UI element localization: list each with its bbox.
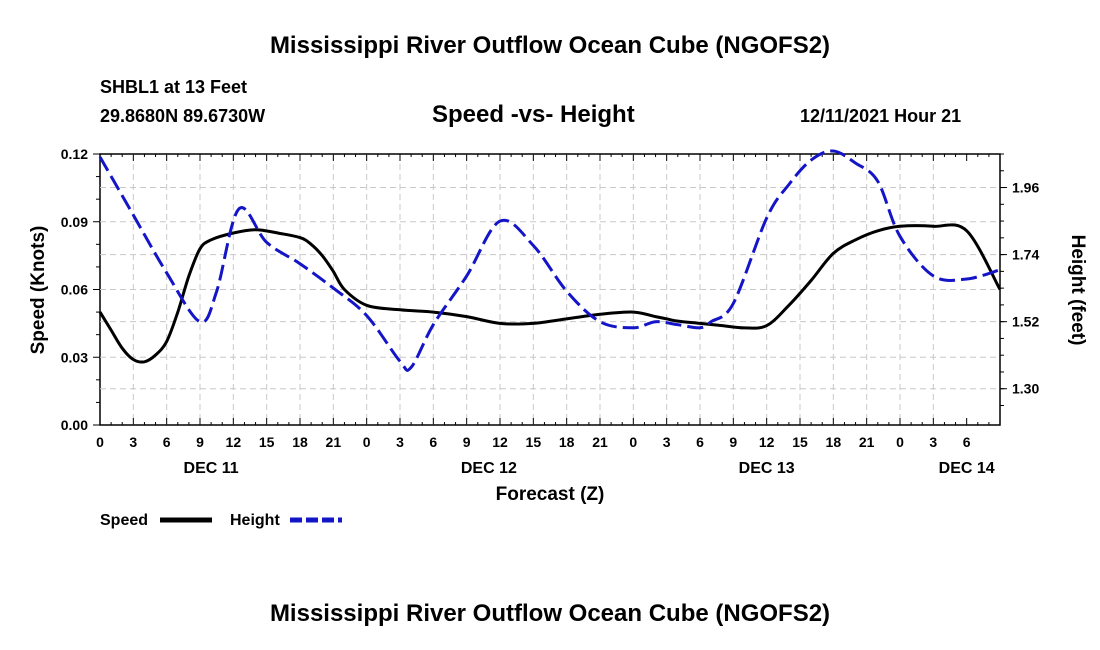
x-tick-label: 3 — [663, 434, 671, 450]
date-label: DEC 13 — [739, 460, 795, 477]
chart-subtitle: Speed -vs- Height — [432, 101, 635, 128]
date-hour-label: 12/11/2021 Hour 21 — [800, 106, 962, 126]
station-label: SHBL1 at 13 Feet — [100, 77, 248, 97]
x-tick-label: 9 — [196, 434, 204, 450]
x-tick-label: 3 — [396, 434, 404, 450]
x-tick-label: 0 — [363, 434, 371, 450]
x-tick-label: 21 — [859, 434, 875, 450]
x-tick-label: 21 — [326, 434, 342, 450]
x-tick-label: 12 — [492, 434, 508, 450]
legend-height-label: Height — [230, 512, 280, 529]
y2-tick-label: 1.96 — [1012, 180, 1039, 196]
y2-tick-label: 1.30 — [1012, 381, 1039, 397]
x-tick-label: 12 — [759, 434, 775, 450]
x-tick-label: 18 — [292, 434, 308, 450]
x-tick-label: 15 — [792, 434, 808, 450]
y2-axis-title: Height (feet) — [1067, 235, 1088, 346]
x-tick-label: 6 — [429, 434, 437, 450]
y2-tick-label: 1.52 — [1012, 314, 1039, 330]
date-label: DEC 12 — [461, 460, 517, 477]
footer-title: Mississippi River Outflow Ocean Cube (NG… — [269, 600, 831, 627]
x-tick-label: 0 — [96, 434, 104, 450]
x-tick-label: 6 — [963, 434, 971, 450]
x-axis-title: Forecast (Z) — [496, 484, 605, 505]
y2-tick-label: 1.74 — [1012, 247, 1039, 263]
x-tick-label: 18 — [559, 434, 575, 450]
x-tick-label: 15 — [259, 434, 275, 450]
date-label: DEC 14 — [939, 460, 995, 477]
x-tick-label: 15 — [526, 434, 542, 450]
x-tick-label: 0 — [896, 434, 904, 450]
x-tick-label: 21 — [592, 434, 608, 450]
chart-main-title: Mississippi River Outflow Ocean Cube (NG… — [269, 32, 831, 59]
y-tick-label: 0.09 — [61, 214, 88, 230]
x-tick-label: 6 — [163, 434, 171, 450]
x-tick-label: 18 — [826, 434, 842, 450]
y-tick-label: 0.00 — [61, 417, 88, 433]
y-tick-label: 0.03 — [61, 349, 88, 365]
x-tick-label: 12 — [226, 434, 242, 450]
x-tick-label: 3 — [929, 434, 937, 450]
x-tick-label: 0 — [629, 434, 637, 450]
x-tick-label: 9 — [463, 434, 471, 450]
y-tick-label: 0.06 — [61, 282, 88, 298]
date-label: DEC 11 — [184, 460, 239, 477]
x-tick-label: 9 — [729, 434, 737, 450]
y-tick-label: 0.12 — [61, 146, 88, 162]
y-axis-title: Speed (Knots) — [28, 226, 49, 355]
x-tick-label: 3 — [129, 434, 137, 450]
x-tick-label: 6 — [696, 434, 704, 450]
coordinates-label: 29.8680N 89.6730W — [100, 106, 266, 126]
legend: Speed Height — [100, 512, 342, 529]
height-series-line — [98, 149, 1001, 372]
speed-series-line — [98, 223, 1002, 364]
legend-speed-label: Speed — [100, 512, 148, 529]
